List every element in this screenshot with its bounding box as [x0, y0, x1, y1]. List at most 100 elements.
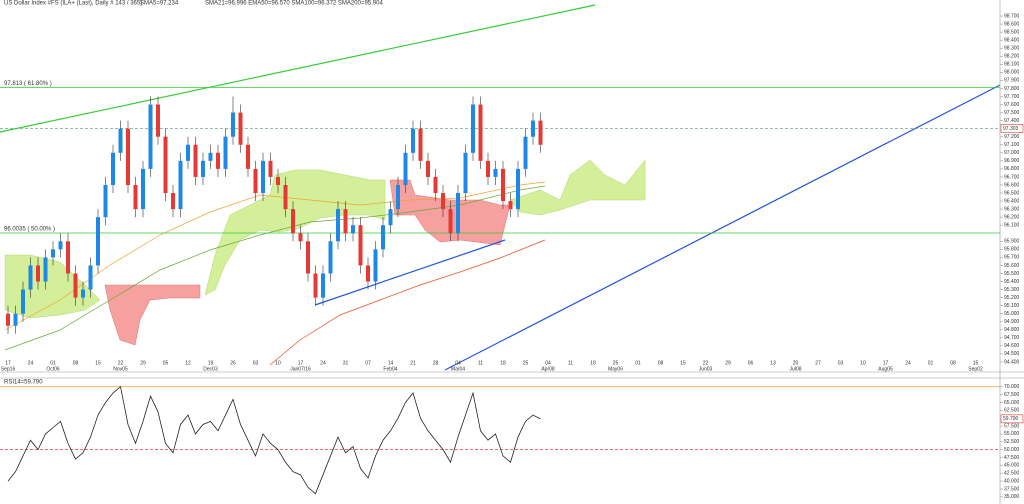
candle-body: [201, 160, 205, 177]
y-tick-label: 97.400: [1004, 118, 1020, 124]
candle-body: [208, 152, 213, 161]
y-tick-label: 97.700: [1004, 94, 1020, 100]
candle-body: [66, 241, 70, 274]
y-tick-label: 65.000: [1004, 400, 1020, 406]
x-tick-label: 13: [770, 360, 776, 366]
x-month-label: Mar04: [451, 366, 465, 372]
candle-body: [433, 176, 438, 194]
candle-body: [441, 193, 445, 210]
indicator-label: SMA5=97.234: [140, 1, 179, 7]
ichimoku-cloud: [509, 159, 646, 216]
candle-body: [238, 112, 243, 145]
candle-body: [291, 209, 295, 234]
x-month-label: Aug05: [878, 366, 893, 372]
ichimoku-cloud: [204, 169, 386, 296]
candle-body: [253, 168, 258, 194]
candle-body: [141, 168, 145, 210]
y-tick-label: 95.700: [1004, 255, 1020, 261]
candle-body: [186, 144, 190, 161]
y-tick-label: 96.500: [1004, 190, 1020, 196]
x-tick-label: 15: [973, 360, 979, 366]
candle-body: [73, 273, 78, 298]
y-tick-label: 96.800: [1004, 166, 1020, 172]
x-month-label: Feb04: [383, 366, 397, 372]
candle-body: [516, 168, 520, 210]
candle-body: [313, 273, 318, 298]
candle-body: [523, 136, 528, 169]
candle-body: [478, 104, 483, 161]
x-tick-label: 11: [568, 360, 573, 366]
candle-body: [343, 209, 348, 234]
candle-body: [231, 112, 235, 137]
candle-body: [96, 217, 100, 266]
rsi-line: [7, 385, 541, 495]
trend-line: [0, 4, 596, 133]
y-tick-label: 97.000: [1004, 150, 1020, 156]
last-price-label: 97.303: [1003, 126, 1019, 132]
candle-body: [118, 128, 123, 153]
candle-body: [21, 289, 25, 314]
candle-body: [388, 209, 393, 226]
y-tick-label: 97.200: [1004, 134, 1020, 140]
y-tick-label: 96.400: [1004, 198, 1020, 204]
y-tick-label: 98.500: [1004, 29, 1020, 35]
y-tick-label: 96.300: [1004, 206, 1020, 212]
moving-average: [269, 239, 546, 366]
y-tick-label: 97.800: [1004, 86, 1020, 92]
x-tick-label: 29: [725, 360, 731, 366]
candle-body: [328, 241, 333, 274]
candle-body: [51, 249, 55, 258]
x-tick-label: 01: [50, 360, 56, 366]
trend-line: [314, 239, 506, 306]
x-tick-label: 01: [928, 360, 934, 366]
x-tick-label: 26: [230, 360, 236, 366]
last-price-box: [1000, 124, 1024, 133]
y-tick-label: 57.500: [1004, 423, 1020, 429]
x-tick-label: 21: [410, 360, 416, 366]
x-tick-label: 01: [635, 360, 641, 366]
x-tick-label: 24: [320, 360, 326, 366]
x-tick-label: 05: [163, 360, 169, 366]
x-tick-label: 04: [455, 360, 461, 366]
candle-body: [111, 152, 115, 185]
candle-body: [43, 257, 48, 282]
x-tick-label: 15: [95, 360, 101, 366]
candle-body: [216, 152, 220, 169]
x-month-label: Sep02: [968, 366, 983, 372]
x-tick-label: 25: [523, 360, 529, 366]
candle-body: [276, 176, 280, 185]
x-tick-label: 24: [28, 360, 34, 366]
y-tick-label: 94.500: [1004, 351, 1020, 357]
candle-body: [58, 241, 63, 250]
y-tick-label: 95.500: [1004, 271, 1020, 277]
y-tick-label: 95.600: [1004, 263, 1020, 269]
x-tick-label: 28: [433, 360, 439, 366]
y-tick-label: 98.200: [1004, 54, 1020, 60]
candle-body: [396, 184, 400, 210]
x-tick-label: 08: [950, 360, 956, 366]
candle-body: [471, 104, 475, 153]
candle-body: [28, 265, 33, 290]
y-tick-label: 94.900: [1004, 319, 1020, 325]
x-tick-label: 10: [860, 360, 866, 366]
candle-body: [538, 120, 543, 145]
y-tick-label: 94.400: [1004, 359, 1020, 365]
y-tick-label: 95.400: [1004, 279, 1020, 285]
candle-body: [493, 168, 498, 177]
candle-body: [403, 152, 408, 185]
x-tick-label: 29: [140, 360, 146, 366]
candle-body: [448, 209, 453, 234]
x-month-label: Jun03: [699, 366, 713, 372]
y-tick-label: 55.000: [1004, 431, 1020, 437]
y-tick-label: 70.000: [1004, 384, 1020, 390]
y-tick-label: 94.600: [1004, 343, 1020, 349]
y-tick-label: 98.300: [1004, 46, 1020, 52]
candle-body: [223, 136, 228, 169]
x-month-label: Jan07/16: [290, 366, 311, 372]
candle-body: [336, 209, 340, 242]
y-tick-label: 97.900: [1004, 78, 1020, 84]
candle-body: [171, 193, 175, 210]
candle-body: [36, 265, 40, 282]
